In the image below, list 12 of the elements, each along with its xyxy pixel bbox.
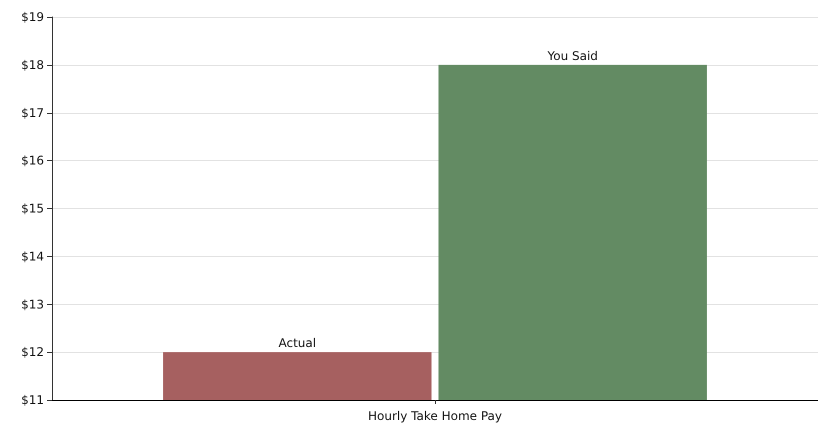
y-tick-label: $18 xyxy=(21,58,44,72)
y-tick-label: $19 xyxy=(21,10,44,24)
y-tick-label: $17 xyxy=(21,106,44,120)
y-tick-label: $11 xyxy=(21,393,44,407)
series-label: Actual xyxy=(278,336,316,350)
y-tick-label: $15 xyxy=(21,202,44,216)
y-tick-label: $13 xyxy=(21,297,44,312)
y-tick-label: $16 xyxy=(21,154,44,168)
series-label: You Said xyxy=(546,48,598,63)
y-tick-label: $12 xyxy=(21,345,44,360)
y-tick-label: $14 xyxy=(21,249,44,264)
x-tick-label: Hourly Take Home Pay xyxy=(368,409,502,423)
